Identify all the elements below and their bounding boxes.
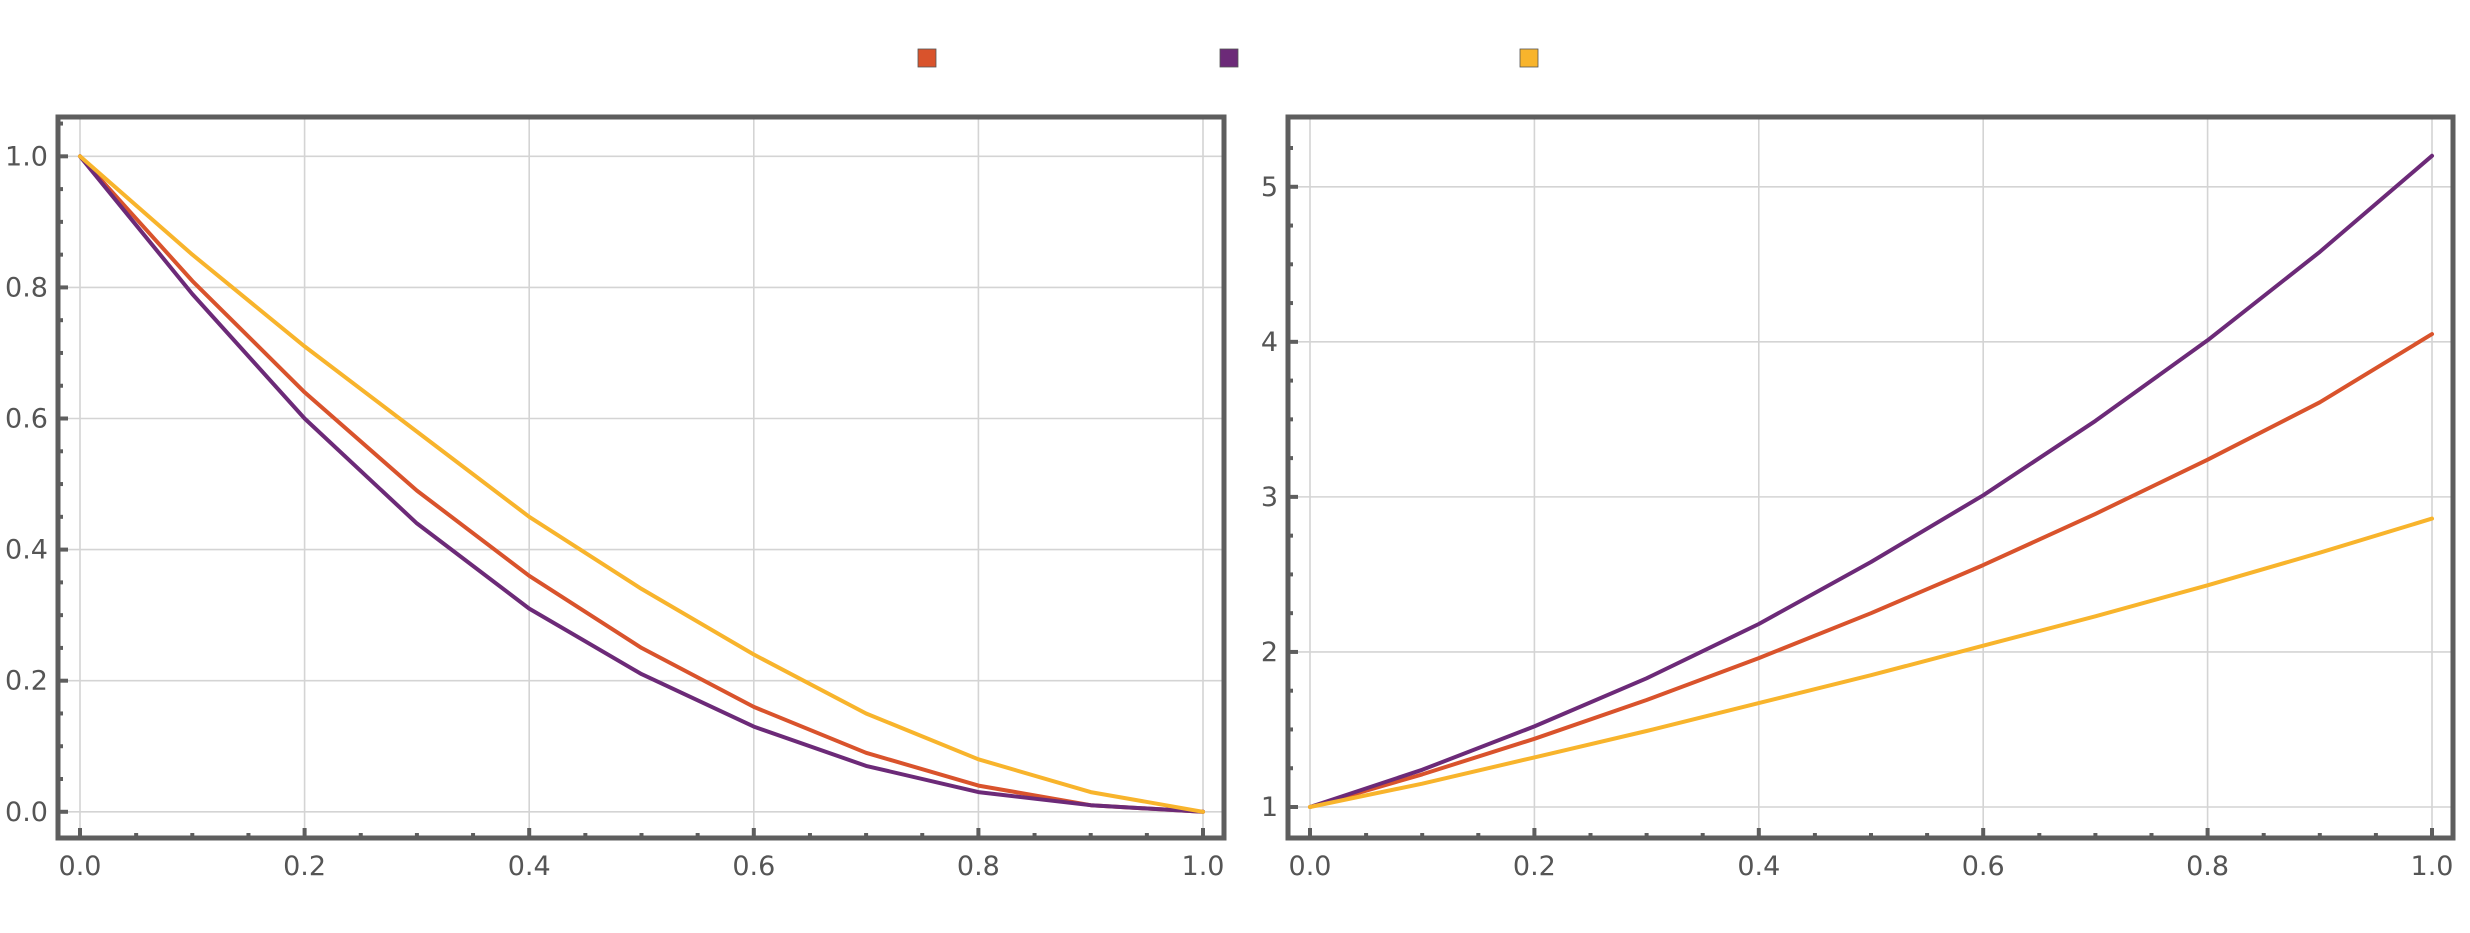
series-line-2 [1308,516,2434,809]
left-chart: 0.0 0.2 0.4 0.6 0.8 1.0 0.0 0.2 0.4 0.6 0.8 1.0 [5,114,1227,882]
x-tick-label-4: 0.8 [957,851,1000,882]
x-tick-label-5: 1.0 [1182,851,1225,882]
legend [917,48,1539,68]
legend-swatch-1 [1219,48,1239,68]
x-tick-label-4: 0.8 [2186,851,2229,882]
plot-frame [1285,114,2456,841]
legend-swatch-2 [1519,48,1539,68]
y-tick-label-5: 1.0 [5,141,48,172]
y-tick-label-3: 0.6 [5,404,48,435]
plot-frame [55,114,1227,841]
x-tick-label-0: 0.0 [1289,851,1332,882]
y-tick-label-1: 0.2 [5,666,48,697]
series-line-0 [1308,332,2434,809]
y-tick-label-4: 0.8 [5,272,48,303]
x-tick-label-2: 0.4 [1737,851,1780,882]
series-line-0 [78,154,1205,814]
y-tick-label-4: 5 [1261,172,1278,203]
x-tick-label-0: 0.0 [59,851,102,882]
y-tick-label-0: 0.0 [5,797,48,828]
y-tick-label-1: 2 [1261,637,1278,668]
x-tick-label-1: 0.2 [1513,851,1556,882]
x-tick-label-1: 0.2 [283,851,326,882]
x-tick-label-3: 0.6 [1962,851,2005,882]
y-tick-label-2: 0.4 [5,535,48,566]
y-tick-label-3: 4 [1261,327,1278,358]
x-tick-label-3: 0.6 [732,851,775,882]
series-line-1 [1308,153,2434,809]
y-tick-label-0: 1 [1261,792,1278,823]
right-chart: 0.0 0.2 0.4 0.6 0.8 1.0 1 2 3 4 5 [1261,114,2456,882]
x-tick-label-5: 1.0 [2411,851,2454,882]
x-tick-label-2: 0.4 [508,851,551,882]
series-line-1 [78,154,1205,814]
legend-swatch-0 [917,48,937,68]
series-line-2 [78,154,1205,814]
y-tick-label-2: 3 [1261,482,1278,513]
